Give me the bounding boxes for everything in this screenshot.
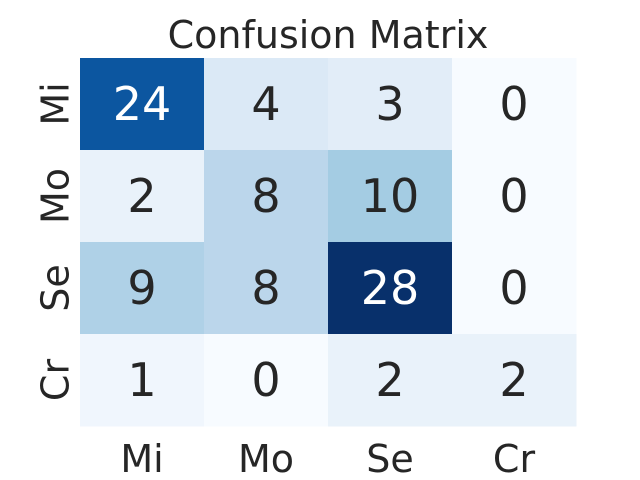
cell-value-label: 2 — [375, 353, 404, 407]
y-tick-label: Cr — [34, 359, 78, 402]
cell-value-label: 1 — [127, 353, 156, 407]
y-tick-labels: Mi Mo Se Cr — [34, 82, 78, 401]
cell-value-label: 2 — [499, 353, 528, 407]
heatmap-cell — [80, 334, 205, 427]
heatmap-cells: 24 4 3 02 8 10 09 8 28 01 0 2 2 — [80, 58, 577, 427]
cell-value-label: 28 — [361, 261, 420, 315]
x-tick-labels: Mi Mo Se Cr — [120, 437, 535, 480]
cell-value-label: 8 — [251, 261, 280, 315]
cell-value-label: 0 — [499, 169, 528, 223]
cell-value-label: 9 — [127, 261, 156, 315]
x-tick-label: Mo — [238, 437, 294, 480]
x-tick-label: Se — [366, 437, 414, 480]
heatmap-cell — [452, 334, 577, 427]
heatmap-cell — [328, 334, 453, 427]
heatmap-cell — [328, 58, 453, 151]
heatmap-cell — [452, 242, 577, 335]
cell-value-label: 0 — [499, 77, 528, 131]
y-tick-label: Mi — [34, 82, 78, 125]
cell-value-label: 8 — [251, 169, 280, 223]
heatmap-cell — [204, 150, 329, 243]
heatmap-cell — [80, 150, 205, 243]
cell-value-label: 3 — [375, 77, 404, 131]
y-tick-label: Mo — [34, 168, 78, 224]
cell-value-label: 10 — [361, 169, 420, 223]
cell-value-label: 24 — [113, 77, 172, 131]
heatmap-cell — [80, 242, 205, 335]
heatmap-cell — [80, 58, 205, 151]
heatmap-cell — [204, 58, 329, 151]
x-tick-label: Cr — [493, 437, 536, 480]
y-tick-label: Se — [34, 264, 78, 312]
cell-value-label: 0 — [251, 353, 280, 407]
chart-title: Confusion Matrix — [168, 13, 489, 57]
heatmap-cell — [328, 242, 453, 335]
cell-value-label: 4 — [251, 77, 280, 131]
x-tick-label: Mi — [120, 437, 163, 480]
heatmap-cell — [452, 58, 577, 151]
cell-value-label: 2 — [127, 169, 156, 223]
cell-value-label: 0 — [499, 261, 528, 315]
heatmap-cell — [204, 242, 329, 335]
heatmap-cell — [452, 150, 577, 243]
heatmap-cell — [204, 334, 329, 427]
heatmap-cell — [328, 150, 453, 243]
